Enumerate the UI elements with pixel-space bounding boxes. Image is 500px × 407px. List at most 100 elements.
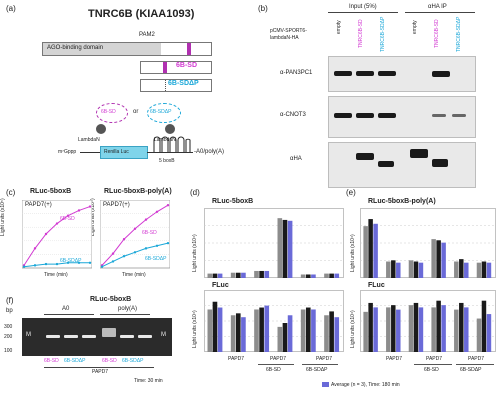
d-sdap-bracket xyxy=(302,364,338,365)
bar xyxy=(391,260,396,278)
panel-e-label: (e) xyxy=(346,188,356,197)
c-left-chart xyxy=(22,200,92,269)
c-right-papd7: PAPD7(+) xyxy=(103,202,130,208)
cap-label: m⁷Gppp xyxy=(58,149,77,155)
f-marker-200: 200 xyxy=(4,334,13,340)
blot-3-label: αHA xyxy=(290,156,302,162)
bar xyxy=(264,270,270,278)
bar xyxy=(259,270,264,278)
utr-line-5 xyxy=(80,152,100,153)
bar xyxy=(305,274,311,278)
bar xyxy=(254,309,259,352)
blot-3-band xyxy=(356,153,374,160)
f-a0-label: A0 xyxy=(62,306,70,312)
bar xyxy=(235,313,241,352)
bar xyxy=(386,307,391,352)
bar xyxy=(287,315,293,352)
blot-3-band xyxy=(432,159,448,167)
bar xyxy=(264,305,270,352)
bar xyxy=(277,218,283,278)
blot-2-band xyxy=(378,113,396,118)
d-group-3: PAPD7 xyxy=(316,356,333,362)
pam2-region xyxy=(187,43,191,55)
d-sd-label: 6B-SD xyxy=(266,367,281,373)
data-point xyxy=(77,261,81,264)
data-point xyxy=(77,209,81,212)
bar xyxy=(241,317,246,352)
e-bottom-chart xyxy=(360,290,496,352)
bar xyxy=(363,226,368,278)
lambdan-right-label: LambdaN xyxy=(154,137,176,143)
bar xyxy=(311,309,316,352)
e-group-3: PAPD7 xyxy=(468,356,485,362)
d-top-title: RLuc-5boxB xyxy=(212,198,254,205)
construct-6b-sdap-bar xyxy=(140,79,212,92)
bar xyxy=(481,261,487,278)
bar xyxy=(305,307,311,352)
bar xyxy=(373,307,378,352)
data-point xyxy=(133,227,137,230)
gel-band xyxy=(64,335,78,338)
pam2-label: PAM2 xyxy=(139,32,155,38)
lane-1-label: empty xyxy=(336,20,342,34)
data-point xyxy=(66,261,70,264)
f-m-left: M xyxy=(26,332,31,338)
d-bottom-chart xyxy=(204,290,344,352)
panel-b-label: (b) xyxy=(258,4,268,13)
input-underline xyxy=(328,12,398,13)
f-polya-label: poly(A) xyxy=(118,306,138,312)
e-sd-label: 6B-SD xyxy=(424,367,439,373)
d-group-2: PAPD7 xyxy=(270,356,287,362)
data-point xyxy=(133,251,137,254)
tether-sdap-oval xyxy=(147,103,181,123)
blot-1 xyxy=(328,56,476,92)
data-point xyxy=(33,247,37,250)
data-point xyxy=(22,265,26,268)
bar xyxy=(408,305,414,352)
boxb-hairpins xyxy=(153,136,191,152)
full-construct-bar: AGO-binding domain xyxy=(42,42,212,56)
gel-band-smear xyxy=(102,328,116,337)
bar xyxy=(481,300,487,352)
bar xyxy=(324,315,329,352)
d-bottom-ylabel: Light units (x10⁴) xyxy=(192,310,198,348)
gel-image: M M xyxy=(22,318,172,356)
bar xyxy=(476,318,482,352)
bar xyxy=(486,314,492,352)
data-point xyxy=(166,204,170,207)
bar xyxy=(418,307,424,352)
data-point xyxy=(111,252,115,255)
f-papd7-label: PAPD7 xyxy=(92,369,109,375)
e-top-chart xyxy=(360,208,496,278)
c-left-xlabel: Time (min) xyxy=(44,272,68,278)
lane-6-label: TNRC6B-SDΔP xyxy=(456,16,462,52)
d-top-chart xyxy=(204,208,344,278)
bar xyxy=(464,307,469,352)
data-point xyxy=(100,265,104,268)
f-sd-right: 6B-SD xyxy=(102,358,117,364)
bar xyxy=(230,315,236,352)
pam2-sd-region xyxy=(163,62,167,73)
polya-label: -A0/poly(A) xyxy=(194,149,225,155)
bar xyxy=(254,270,259,278)
bar xyxy=(454,309,459,352)
f-sdap-left: 6B-SDΔP xyxy=(64,358,86,364)
blot-2-band xyxy=(432,114,446,117)
gel-band xyxy=(120,335,134,338)
bar xyxy=(454,261,459,278)
f-papd7-bracket xyxy=(44,367,154,368)
bar xyxy=(408,260,414,278)
blot-3-band xyxy=(378,161,394,167)
bar xyxy=(259,307,264,352)
gel-band xyxy=(46,335,60,338)
input-label: Input (5%) xyxy=(349,4,377,10)
data-point xyxy=(55,262,59,266)
c-left-papd7: PAPD7(+) xyxy=(25,202,52,208)
ip-underline xyxy=(405,12,475,13)
d-sdap-label: 6B-SDΔP xyxy=(306,367,328,373)
data-point xyxy=(44,232,48,236)
c-right-xlabel: Time (min) xyxy=(122,272,146,278)
construct-6b-sd-label: 6B-SD xyxy=(176,62,198,69)
gel-band xyxy=(138,335,152,338)
bar xyxy=(235,272,241,278)
